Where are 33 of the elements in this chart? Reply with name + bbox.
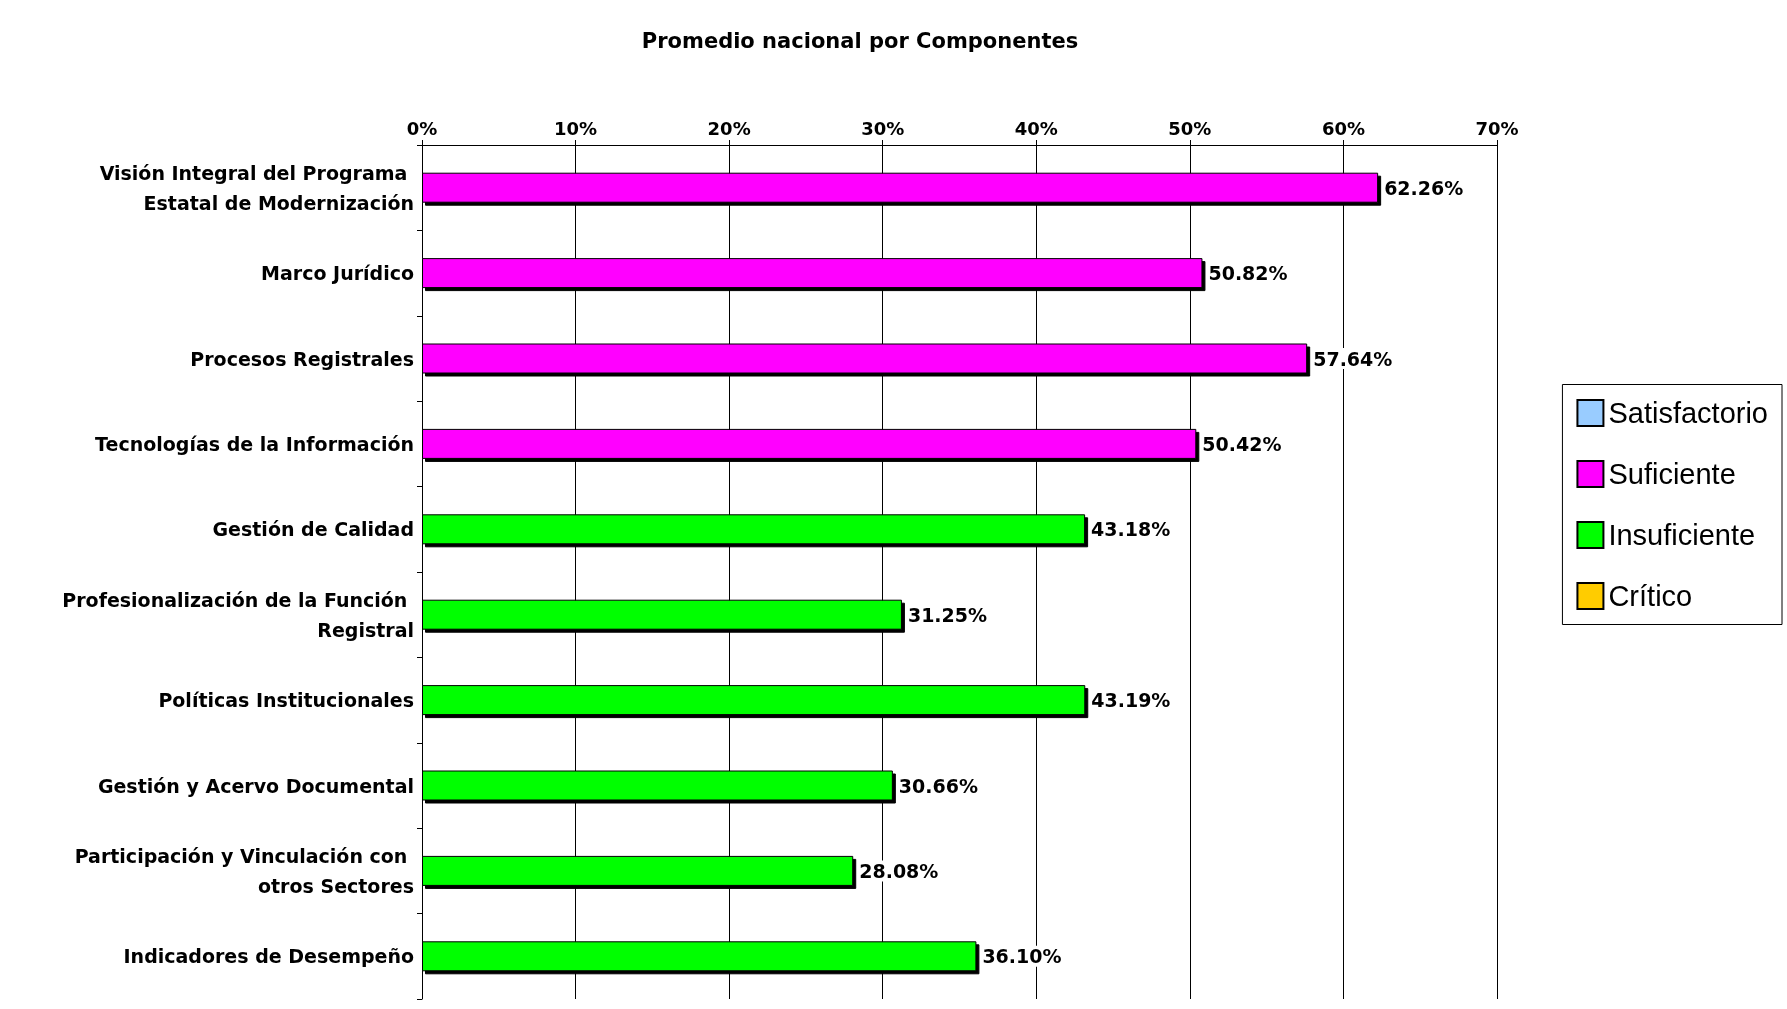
legend-label: Crítico bbox=[1608, 580, 1693, 612]
data-label: 57.64% bbox=[1313, 347, 1393, 370]
x-tick-label: 30% bbox=[861, 117, 905, 139]
x-tick-label: 60% bbox=[1321, 117, 1365, 139]
data-label: 43.19% bbox=[1091, 689, 1171, 712]
data-label: 30.66% bbox=[898, 774, 978, 797]
y-tick-label: Procesos Registrales bbox=[190, 347, 414, 370]
data-label: 43.18% bbox=[1091, 518, 1171, 541]
data-label: 50.42% bbox=[1202, 432, 1282, 455]
data-label: 62.26% bbox=[1384, 176, 1464, 199]
x-tick-label: 40% bbox=[1014, 117, 1058, 139]
legend-label: Insuficiente bbox=[1608, 519, 1756, 551]
data-label: 36.10% bbox=[982, 945, 1062, 968]
x-tick-label: 10% bbox=[554, 117, 598, 139]
y-tick-label: Tecnologías de la Información bbox=[95, 432, 414, 455]
x-tick-label: 70% bbox=[1475, 117, 1519, 139]
y-tick-label: Políticas Institucionales bbox=[158, 689, 414, 712]
x-tick-label: 20% bbox=[707, 117, 751, 139]
y-tick-label: Participación y Vinculación con otros Sectores bbox=[74, 844, 414, 897]
y-tick-label: Profesionalización de la Función Registral bbox=[62, 588, 414, 641]
y-tick-label: Visión Integral del Programa Estatal de Modernización bbox=[99, 161, 414, 214]
y-tick-label: Gestión de Calidad bbox=[212, 518, 414, 541]
chart-title: Promedio nacional por Componentes bbox=[641, 28, 1079, 53]
y-tick-label: Indicadores de Desempeño bbox=[123, 945, 414, 968]
y-tick-label: Gestión y Acervo Documental bbox=[97, 774, 414, 797]
data-label: 28.08% bbox=[859, 859, 939, 882]
data-label: 50.82% bbox=[1208, 262, 1288, 285]
y-tick-label: Marco Jurídico bbox=[261, 262, 414, 285]
x-tick-label: 50% bbox=[1168, 117, 1212, 139]
legend-label: Suficiente bbox=[1608, 458, 1736, 490]
x-tick-label: 0% bbox=[406, 117, 438, 139]
data-label: 31.25% bbox=[907, 603, 988, 626]
legend-label: Satisfactorio bbox=[1608, 397, 1769, 429]
